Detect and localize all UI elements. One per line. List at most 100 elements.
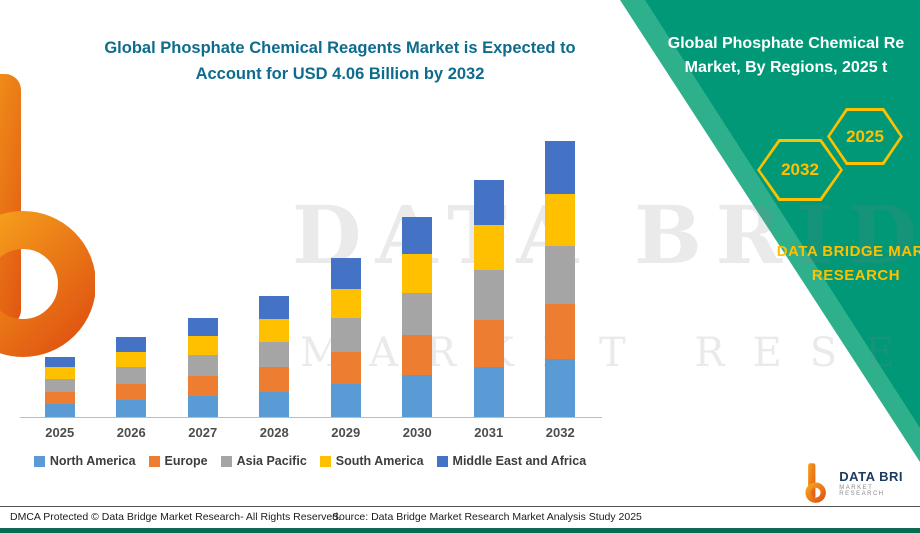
bar-2030 (402, 217, 433, 417)
segment-south-america (44, 367, 75, 380)
right-panel-title-line1: Global Phosphate Chemical Re (667, 35, 905, 52)
segment-south-america (116, 352, 147, 368)
segment-middle-east-and-africa (545, 140, 576, 194)
segment-middle-east-and-africa (44, 356, 75, 368)
segment-north-america (545, 359, 576, 417)
bar-2027 (187, 317, 218, 417)
legend-swatch (436, 455, 448, 467)
segment-asia-pacific (116, 367, 147, 385)
segment-asia-pacific (473, 270, 504, 320)
segment-north-america (116, 400, 147, 417)
brand-line2: RESEARCH (811, 267, 901, 284)
x-axis-labels: 2025 2026 2027 2028 2029 2030 2031 2032 (24, 425, 596, 440)
hexagon-2025-fill (830, 111, 900, 162)
bottom-logo-name: DATA BRI (839, 469, 903, 485)
segment-europe (473, 319, 504, 368)
segment-europe (545, 304, 576, 360)
segment-europe (44, 391, 75, 405)
legend-label: Europe (164, 454, 208, 468)
segment-middle-east-and-africa (473, 179, 504, 226)
segment-north-america (473, 367, 504, 417)
hexagon-2032-label: 2032 (781, 160, 819, 179)
bar-2026 (116, 337, 147, 417)
segment-middle-east-and-africa (187, 317, 218, 337)
chart-title-line2: Account for USD 4.06 Billion by 2032 (195, 64, 485, 83)
segment-asia-pacific (330, 318, 361, 352)
legend-item-south-america: South America (319, 454, 424, 468)
segment-south-america (545, 193, 576, 247)
bottom-green-bar (0, 528, 920, 533)
stacked-bar-chart (24, 85, 596, 417)
right-panel-brand: DATA BRIDGE MARK RESEARCH (756, 240, 920, 288)
segment-asia-pacific (402, 292, 433, 335)
data-bridge-logo-bottom: DATA BRI MARKET RESEARCH (800, 463, 920, 505)
legend-label: Middle East and Africa (452, 454, 587, 468)
segment-north-america (259, 391, 290, 417)
legend-item-europe: Europe (148, 454, 208, 468)
chart-title-line1: Global Phosphate Chemical Reagents Marke… (104, 39, 576, 57)
bar-2025 (44, 356, 75, 417)
segment-middle-east-and-africa (116, 337, 147, 353)
legend-swatch (319, 455, 331, 467)
legend-swatch (220, 455, 232, 467)
right-panel-title-line2: Market, By Regions, 2025 t (684, 59, 888, 76)
segment-south-america (259, 319, 290, 343)
right-panel-title: Global Phosphate Chemical Re Market, By … (648, 32, 920, 80)
segment-middle-east-and-africa (402, 217, 433, 255)
segment-asia-pacific (545, 246, 576, 305)
segment-north-america (187, 395, 218, 417)
legend-swatch (148, 455, 160, 467)
x-axis-line (20, 417, 602, 418)
legend-label: North America (49, 454, 136, 468)
bar-2029 (330, 257, 361, 417)
segment-north-america (330, 383, 361, 417)
bar-2032 (545, 140, 576, 417)
segment-south-america (402, 254, 433, 293)
bar-2031 (473, 179, 504, 417)
legend-label: Asia Pacific (236, 454, 307, 468)
footer-source-text: Source: Data Bridge Market Research Mark… (332, 511, 642, 523)
x-axis-label-2028: 2028 (259, 425, 289, 440)
segment-asia-pacific (44, 379, 75, 392)
segment-europe (330, 351, 361, 384)
brand-line1: DATA BRIDGE MARK (776, 243, 920, 260)
x-axis-label-2032: 2032 (545, 425, 575, 440)
legend-item-asia-pacific: Asia Pacific (220, 454, 307, 468)
segment-south-america (473, 225, 504, 271)
segment-north-america (44, 404, 75, 417)
legend-item-north-america: North America (33, 454, 136, 468)
legend-label: South America (335, 454, 424, 468)
chart-legend: North America Europe Asia Pacific South Ame… (16, 454, 604, 468)
footer-dmca-text: DMCA Protected © Data Bridge Market Rese… (10, 511, 342, 523)
legend-item-middle-east-and-africa: Middle East and Africa (436, 454, 587, 468)
x-axis-label-2025: 2025 (45, 425, 75, 440)
x-axis-label-2031: 2031 (474, 425, 504, 440)
data-bridge-logo-left (0, 72, 96, 377)
legend-swatch (33, 455, 45, 467)
hexagon-2025: 2025 (827, 108, 903, 165)
segment-north-america (402, 374, 433, 417)
segment-europe (116, 384, 147, 400)
hexagon-2025-label: 2025 (846, 126, 884, 146)
segment-europe (259, 367, 290, 392)
x-axis-label-2030: 2030 (402, 425, 432, 440)
segment-europe (187, 376, 218, 396)
x-axis-label-2026: 2026 (116, 425, 146, 440)
data-bridge-b-icon (0, 74, 96, 357)
segment-south-america (187, 336, 218, 356)
bar-2028 (259, 295, 290, 417)
chart-title: Global Phosphate Chemical Reagents Marke… (55, 36, 625, 87)
bottom-logo-tagline: MARKET RESEARCH (839, 484, 885, 498)
segment-middle-east-and-africa (259, 295, 290, 320)
segment-middle-east-and-africa (330, 257, 361, 289)
segment-asia-pacific (187, 355, 218, 377)
x-axis-label-2027: 2027 (188, 425, 218, 440)
data-bridge-b-icon-small (805, 463, 826, 503)
green-panel-main (645, 0, 920, 428)
segment-south-america (330, 288, 361, 319)
footer-divider (0, 506, 920, 507)
segment-asia-pacific (259, 342, 290, 368)
segment-europe (402, 334, 433, 375)
x-axis-label-2029: 2029 (331, 425, 361, 440)
